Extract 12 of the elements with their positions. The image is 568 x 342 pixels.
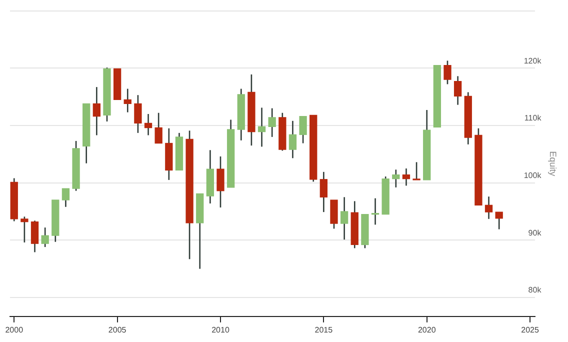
- x-tick-label: 2000: [5, 325, 24, 334]
- y-axis-title: Equity: [548, 151, 558, 177]
- x-tick-label: 2010: [212, 325, 230, 334]
- x-tick-label: 2015: [314, 325, 334, 334]
- x-tick-label: 2005: [108, 325, 127, 334]
- y-tick-label: 100k: [524, 171, 542, 180]
- x-tick-label: 2020: [418, 325, 436, 334]
- y-tick-label: 80k: [528, 286, 542, 295]
- y-tick-label: 120k: [524, 56, 542, 66]
- y-tick-label: 110k: [524, 114, 542, 123]
- x-tick-label: 2025: [521, 325, 540, 334]
- y-tick-label: 90k: [528, 228, 542, 238]
